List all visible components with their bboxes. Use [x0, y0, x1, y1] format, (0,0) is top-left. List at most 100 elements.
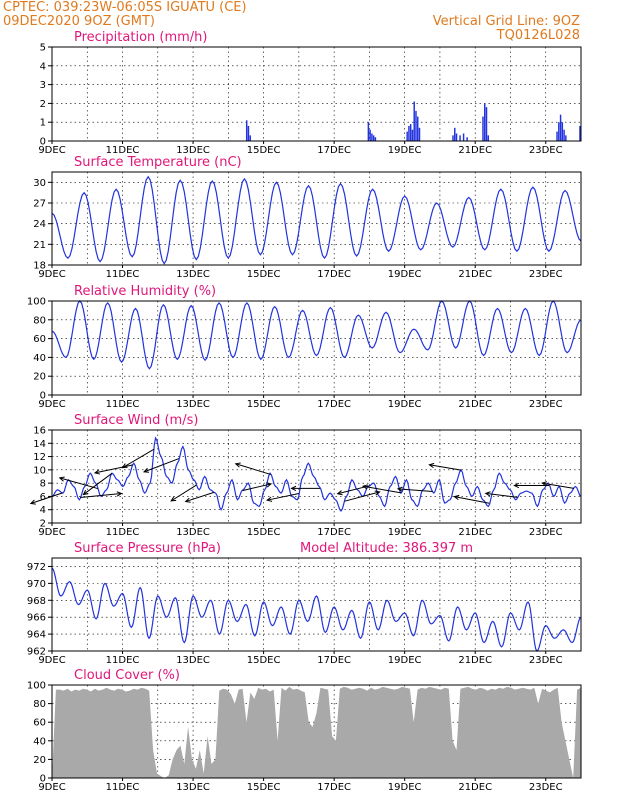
wind-arrow-head: [184, 497, 191, 503]
wind-vector-arrow: [485, 492, 518, 498]
header-model-id: TQ0126L028: [496, 28, 580, 43]
precipitation-bar: [411, 129, 414, 141]
wind-xtick-label: 13DEC: [176, 527, 210, 538]
wind-xtick-label: 15DEC: [247, 527, 281, 538]
cloud-cover-area: [52, 686, 581, 778]
cloud-cover-frame: [51, 684, 582, 779]
wind-arrow-head: [361, 484, 368, 490]
temperature-ytick-label: 24: [33, 219, 46, 230]
precipitation-xtick-label: 15DEC: [247, 145, 281, 156]
precipitation-ytick-label: 3: [40, 80, 46, 91]
wind-arrow-head: [170, 496, 177, 502]
wind-xtick-label: 17DEC: [317, 527, 351, 538]
precipitation-bar: [459, 135, 461, 141]
header-vertical-grid-line: Vertical Grid Line: 9OZ: [433, 14, 580, 29]
precipitation-bar: [409, 124, 412, 141]
wind-vector-arrow: [83, 472, 113, 495]
pressure-ytick-label: 972: [27, 562, 46, 573]
humidity-ytick-label: 60: [33, 334, 46, 345]
humidity-xtick-label: 21DEC: [458, 399, 492, 410]
precipitation-bar: [454, 127, 456, 141]
humidity-line: [51, 300, 582, 370]
wind-ytick-label: 2: [40, 519, 46, 530]
precipitation-xtick-label: 23DEC: [529, 145, 563, 156]
cloud-cover-xtick-label: 19DEC: [388, 782, 422, 793]
precipitation-bar: [369, 129, 371, 141]
cloud-cover-ytick-label: 100: [27, 681, 46, 692]
wind-arrow-head: [266, 496, 273, 502]
humidity-ytick-label: 80: [33, 315, 46, 326]
humidity-ytick-label: 20: [33, 372, 46, 383]
precipitation-bar: [466, 137, 468, 141]
wind-arrow-head: [266, 482, 273, 488]
precipitation-bar: [487, 135, 490, 141]
cloud-cover-panel: 0 20 40 60 80 100 9DEC 11DEC 13DEC 15DEC 17DEC 19DE…: [27, 668, 582, 793]
wind-arrow-head: [541, 481, 548, 487]
precipitation-ytick-label: 1: [40, 118, 46, 129]
precipitation-ytick-label: 2: [40, 99, 46, 110]
precipitation-bar: [406, 131, 408, 141]
humidity-ytick-label: 100: [27, 297, 46, 308]
temperature-xtick-label: 15DEC: [247, 269, 281, 280]
cloud-cover-xtick-label: 21DEC: [458, 782, 492, 793]
humidity-xtick-label: 17DEC: [317, 399, 351, 410]
wind-vector-arrow: [94, 464, 134, 474]
cloud-cover-xtick-label: 17DEC: [317, 782, 351, 793]
precipitation-xtick-label: 21DEC: [458, 145, 492, 156]
wind-xtick-label: 9DEC: [38, 527, 65, 538]
wind-vector-arrow: [235, 463, 271, 475]
humidity-frame: [51, 300, 582, 396]
wind-arrow-head: [234, 462, 241, 468]
wind-xtick-label: 19DEC: [388, 527, 422, 538]
precipitation-bar: [247, 125, 250, 141]
precipitation-xtick-label: 9DEC: [38, 145, 65, 156]
temperature-xtick-label: 21DEC: [458, 269, 492, 280]
wind-vector-arrow: [143, 458, 180, 473]
humidity-xtick-label: 15DEC: [247, 399, 281, 410]
wind-arrow-head: [116, 491, 123, 497]
humidity-xtick-label: 19DEC: [388, 399, 422, 410]
precipitation-bar: [452, 135, 454, 141]
precipitation-bar: [565, 135, 567, 141]
precipitation-ytick-label: 0: [40, 137, 46, 148]
pressure-xtick-label: 19DEC: [388, 655, 422, 666]
wind-ytick-label: 6: [40, 492, 46, 503]
precipitation-bar: [485, 107, 488, 141]
wind-xtick-label: 21DEC: [458, 527, 492, 538]
pressure-ytick-label: 964: [27, 630, 46, 641]
wind-ytick-label: 4: [40, 505, 46, 516]
wind-vector-arrow: [362, 485, 402, 494]
precipitation-ytick-label: 4: [40, 61, 46, 72]
cloud-cover-ytick-label: 80: [33, 699, 46, 710]
humidity-ytick-label: 40: [33, 353, 46, 364]
wind-ytick-label: 8: [40, 479, 46, 490]
wind-ytick-label: 12: [33, 452, 46, 463]
wind-arrow-head: [396, 486, 403, 492]
wind-arrow-head: [142, 467, 150, 473]
pressure-xtick-label: 9DEC: [38, 655, 65, 666]
precipitation-frame: [51, 46, 582, 142]
temperature-xtick-label: 11DEC: [106, 269, 140, 280]
wind-arrow-head: [58, 476, 65, 482]
wind-vector-arrow: [80, 492, 122, 498]
pressure-xtick-label: 15DEC: [247, 655, 281, 666]
wind-arrow-head: [453, 494, 460, 501]
temperature-frame: [51, 171, 582, 266]
precipitation-bar: [245, 120, 248, 141]
precipitation-bar: [372, 135, 375, 141]
precipitation-bar: [462, 133, 465, 141]
pressure-ytick-label: 968: [27, 596, 46, 607]
wind-ytick-label: 16: [33, 426, 46, 437]
temperature-xtick-label: 23DEC: [529, 269, 563, 280]
cloud-cover-xtick-label: 9DEC: [38, 782, 65, 793]
wind-arrow-head: [93, 469, 100, 475]
precipitation-title: Precipitation (mm/h): [74, 30, 207, 45]
pressure-panel: 962 964 966 968 970 972 9DEC 11DEC 13DEC 15DEC 17D…: [27, 541, 582, 666]
wind-vector-arrow: [242, 483, 272, 492]
precipitation-xtick-label: 13DEC: [176, 145, 210, 156]
precipitation-ytick-label: 5: [40, 43, 46, 54]
temperature-line: [51, 175, 582, 265]
precipitation-bar: [561, 122, 564, 141]
precipitation-bar: [417, 116, 419, 141]
